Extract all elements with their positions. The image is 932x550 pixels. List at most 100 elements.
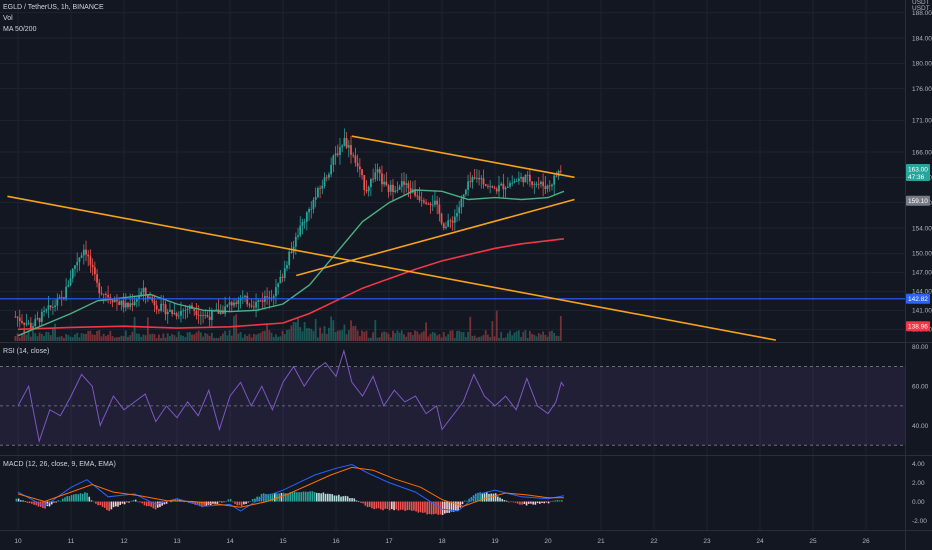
macd-histogram-bar — [152, 501, 155, 509]
macd-histogram-bar — [413, 501, 415, 511]
volume-bar — [195, 332, 198, 341]
macd-histogram-bar — [497, 496, 499, 502]
candle-body — [116, 299, 118, 302]
candle-body — [422, 200, 425, 203]
macd-histogram-bar — [132, 500, 135, 502]
drawn-trendlines[interactable] — [0, 135, 905, 341]
volume-bar — [98, 330, 101, 341]
macd-histogram-bar — [351, 498, 353, 502]
volume-bar — [526, 337, 529, 341]
volume-bar — [471, 335, 474, 341]
macd-histogram-bar — [545, 501, 548, 503]
volume-bar — [71, 337, 74, 341]
candle-body — [93, 267, 96, 275]
candle-body — [219, 310, 222, 314]
volume-bar — [469, 316, 472, 341]
macd-histogram-bar — [86, 492, 88, 502]
volume-bar — [87, 330, 90, 341]
macd-histogram-bar — [92, 501, 95, 503]
volume-bar — [175, 337, 178, 341]
volume-bar — [27, 330, 30, 341]
price-tick-label: 150.00 — [912, 251, 932, 258]
candle-body — [453, 216, 456, 223]
last-price-bg — [906, 164, 930, 181]
volume-bar — [358, 336, 361, 341]
candle-body — [405, 183, 408, 185]
volume-bar — [546, 336, 549, 341]
ma200-value-tag: 138.96 — [906, 321, 930, 332]
candle-body — [334, 153, 337, 156]
candle-body — [60, 297, 63, 299]
macd-histogram-bar — [236, 501, 239, 506]
volume-bar — [473, 335, 476, 341]
volume-bar — [89, 330, 92, 341]
candle-body — [392, 184, 394, 192]
macd-label[interactable]: MACD (12, 26, close, 9, EMA, EMA) — [3, 461, 116, 468]
candle-body — [365, 189, 368, 192]
macd-histogram-bar — [198, 501, 201, 507]
volume-label[interactable]: Vol — [3, 15, 13, 22]
macd-histogram-bar — [501, 498, 504, 502]
volume-bar — [511, 335, 514, 341]
macd-histogram-bar — [33, 501, 35, 505]
candle-body — [367, 186, 370, 192]
volume-bar — [301, 331, 304, 341]
volume-bar — [436, 335, 439, 341]
candle-body — [244, 295, 246, 298]
candle-body — [464, 189, 467, 195]
macd-histogram-bar — [322, 492, 325, 502]
candle-body — [166, 311, 169, 315]
candle-body — [23, 322, 26, 325]
candle-body — [281, 276, 284, 278]
macd-histogram-bar — [490, 493, 493, 502]
macd-histogram-bar — [84, 492, 86, 502]
symbol-title[interactable]: EGLD / TetherUS, 1h, BINANCE — [3, 4, 104, 11]
candle-body — [403, 181, 405, 185]
macd-tick-label: -2.00 — [912, 518, 927, 525]
macd-histogram-bar — [393, 501, 395, 511]
macd-histogram-bar — [123, 501, 126, 505]
volume-bar — [403, 334, 405, 341]
volume-bar — [328, 327, 330, 341]
candle-body — [224, 306, 227, 314]
volume-bar — [345, 334, 348, 341]
time-tick-label: 21 — [597, 538, 605, 545]
volume-bar — [217, 337, 220, 341]
volume-bar — [409, 332, 412, 341]
last-price-countdown: 47:36 — [908, 174, 925, 181]
candle-body — [438, 204, 441, 214]
macd-histogram-bar — [271, 494, 274, 502]
support-value-tag: 142.82 — [906, 293, 930, 304]
macd-histogram-bar — [512, 501, 515, 503]
volume-bar — [263, 330, 266, 341]
volume-bar — [166, 333, 169, 341]
candle-body — [222, 310, 224, 314]
candle-body — [40, 311, 43, 322]
volume-bar — [149, 334, 151, 341]
candle-body — [129, 303, 132, 308]
volume-bar — [513, 332, 516, 341]
rsi-line — [17, 349, 565, 444]
volume-bar — [515, 331, 518, 341]
macd-histogram-bar — [201, 501, 203, 508]
candle-body — [131, 303, 134, 305]
candle-body — [155, 305, 158, 310]
macd-histogram-bar — [448, 501, 451, 513]
candle-body — [164, 304, 167, 315]
macd-histogram-bar — [432, 501, 435, 515]
volume-bar — [142, 334, 145, 341]
ma-label[interactable]: MA 50/200 — [3, 26, 37, 33]
candle-body — [133, 301, 136, 305]
volume-bar — [418, 334, 421, 341]
macd-histogram-bar — [53, 501, 55, 503]
volume-bar — [171, 334, 174, 341]
macd-histogram-bar — [335, 495, 338, 502]
volume-bar — [51, 327, 54, 341]
volume-bar — [330, 316, 333, 341]
candle-body — [283, 268, 286, 278]
candle-body — [67, 285, 70, 287]
rsi-label[interactable]: RSI (14, close) — [3, 348, 50, 355]
candle-body — [34, 319, 37, 327]
candle-body — [100, 293, 103, 295]
